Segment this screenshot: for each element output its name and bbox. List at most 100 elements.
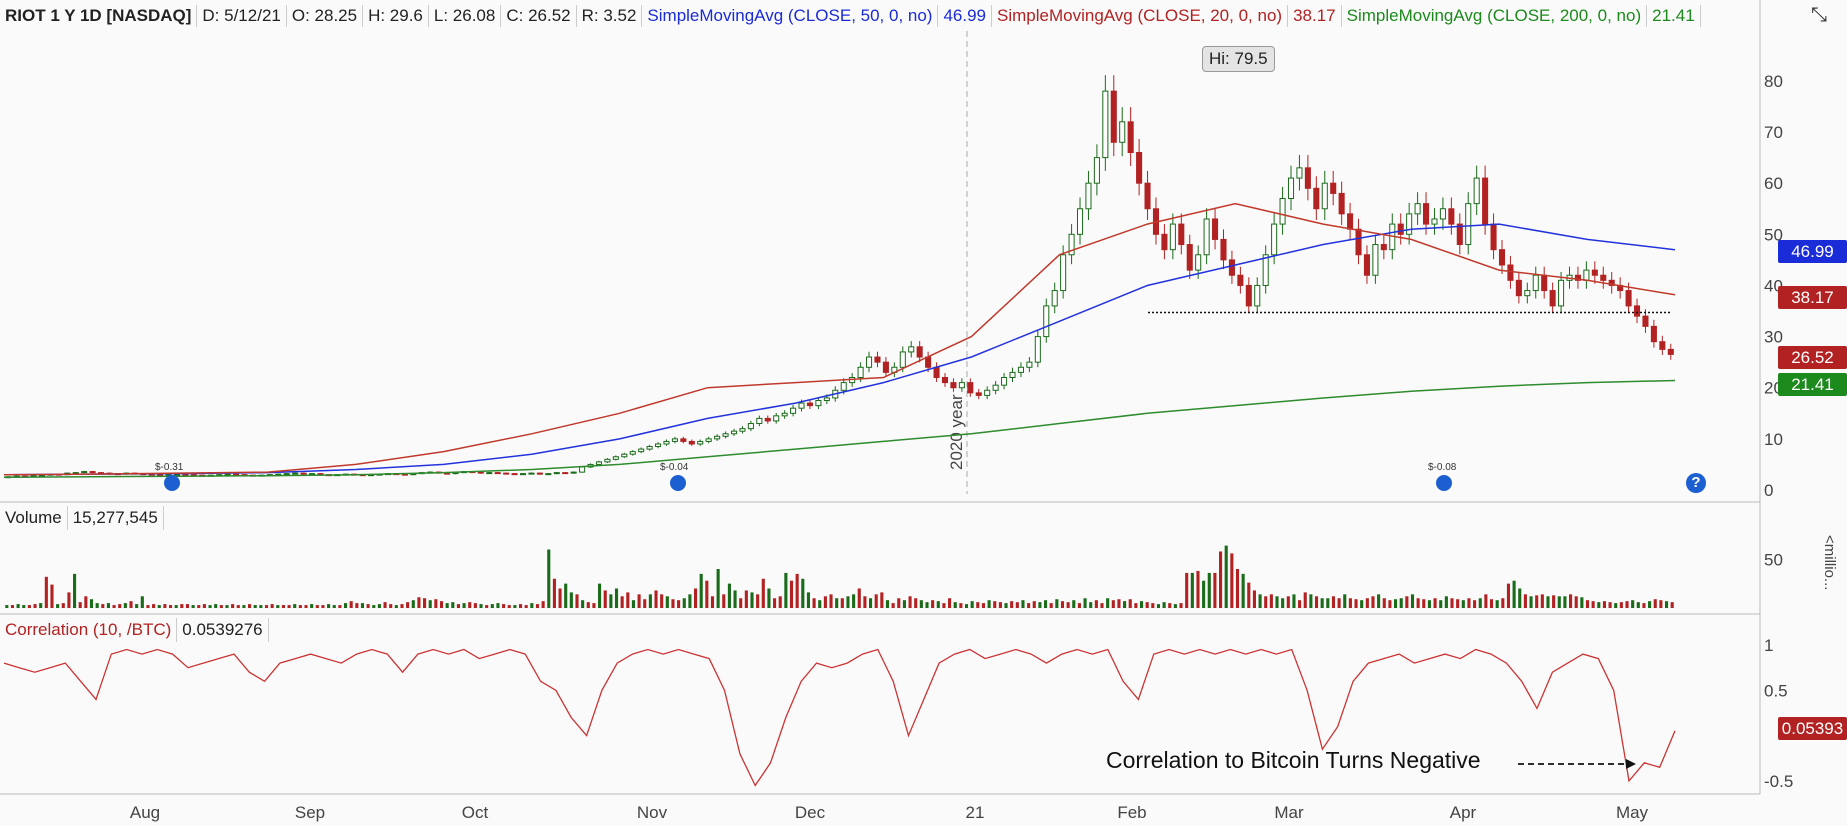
candle-body — [1465, 203, 1472, 246]
volume-bar — [366, 604, 370, 608]
sma20-study-label[interactable]: SimpleMovingAvg (CLOSE, 20, 0, no) — [992, 4, 1289, 27]
volume-bar — [1077, 603, 1081, 608]
candle-body — [553, 472, 560, 475]
volume-bar — [1439, 600, 1443, 608]
sma50-study-label[interactable]: SimpleMovingAvg (CLOSE, 50, 0, no) — [642, 4, 939, 27]
volume-bar — [716, 569, 720, 608]
volume-bar — [902, 600, 906, 608]
candle-body — [764, 417, 771, 422]
volume-bar — [1072, 600, 1076, 608]
volume-bar — [829, 594, 833, 608]
volume-bar — [1585, 600, 1590, 608]
candle-body — [730, 430, 738, 435]
collapse-icon[interactable]: ⤡ — [1811, 4, 1827, 26]
candle-body — [1195, 254, 1202, 271]
candle-body — [1237, 274, 1244, 286]
x-axis-label: Oct — [462, 803, 489, 822]
candle-body — [1119, 121, 1126, 143]
correlation-study-label[interactable]: Correlation (10, /BTC) — [0, 618, 178, 642]
volume-bar — [1597, 602, 1601, 608]
correlation-axis-label: 1 — [1764, 636, 1773, 655]
volume-study-label[interactable]: Volume — [0, 506, 68, 530]
volume-bar — [270, 604, 274, 608]
volume-bar — [1433, 598, 1437, 608]
candle-body — [857, 366, 864, 379]
candle-body — [1212, 218, 1219, 240]
volume-bar — [846, 596, 850, 608]
volume-bar — [1405, 596, 1409, 608]
volume-bar — [970, 601, 974, 608]
volume-bar — [609, 594, 613, 608]
candle-body — [1608, 279, 1615, 286]
volume-bar — [1489, 599, 1494, 608]
dividend-marker — [1436, 475, 1452, 491]
volume-bar — [1331, 596, 1336, 608]
x-axis-label: Feb — [1117, 803, 1146, 822]
volume-bar — [1602, 601, 1606, 608]
volume-bar — [665, 596, 669, 608]
candle-body — [1034, 336, 1041, 363]
volume-bar — [1275, 596, 1279, 608]
year-marker-label: 2020 year — [947, 394, 966, 470]
volume-bar — [1354, 599, 1358, 608]
volume-bar — [942, 603, 946, 608]
x-axis-label: Nov — [637, 803, 668, 822]
volume-bar — [1382, 598, 1386, 608]
candle-body — [638, 448, 645, 453]
candle-body — [1001, 377, 1008, 386]
volume-bar — [10, 605, 15, 608]
volume-bar — [1388, 600, 1392, 608]
candle-body — [688, 440, 695, 445]
candle-body — [671, 438, 678, 442]
volume-bar — [778, 596, 782, 608]
volume-bar — [1456, 599, 1460, 608]
candle-body — [866, 356, 873, 368]
volume-bar — [1371, 596, 1375, 608]
volume-bar — [727, 583, 731, 608]
volume-bar — [1557, 596, 1561, 608]
volume-bar — [479, 604, 483, 608]
candle-body — [1498, 249, 1506, 266]
sma200-study-label[interactable]: SimpleMovingAvg (CLOSE, 200, 0, no) — [1342, 4, 1648, 27]
correlation-legend: Correlation (10, /BTC) 0.0539276 — [0, 618, 269, 642]
volume-legend: Volume 15,277,545 — [0, 506, 164, 530]
volume-bar — [1038, 602, 1042, 608]
volume-bar — [118, 604, 122, 608]
symbol-label[interactable]: RIOT 1 Y 1D [NASDAQ] — [0, 4, 198, 27]
candle-body — [925, 356, 932, 368]
volume-bar — [1202, 580, 1206, 608]
candle-body — [1220, 238, 1227, 261]
volume-bar — [1151, 603, 1155, 608]
volume-bar — [857, 588, 861, 608]
candle-body — [528, 472, 535, 475]
price-axis-label: 80 — [1764, 72, 1783, 91]
price-axis-label: 0 — [1764, 481, 1773, 500]
volume-bar — [1083, 598, 1087, 608]
candle-body — [1600, 274, 1607, 281]
volume-bar — [513, 605, 517, 608]
volume-bar — [1156, 604, 1161, 608]
candle-body — [494, 472, 501, 475]
volume-bar — [1269, 594, 1273, 608]
volume-bar — [643, 599, 647, 608]
volume-bar — [490, 604, 494, 608]
volume-bar — [1608, 602, 1612, 608]
candle-body — [916, 346, 923, 358]
volume-bar — [1467, 598, 1471, 608]
volume-bar — [1664, 601, 1669, 608]
candle-body — [705, 438, 712, 442]
candle-body — [1423, 203, 1430, 225]
candle-body — [1161, 233, 1168, 251]
volume-bar — [33, 604, 37, 608]
volume-bar — [1043, 600, 1048, 608]
candle-body — [1591, 269, 1598, 276]
volume-bar — [1574, 596, 1578, 608]
sma20-price-tag: 38.17 — [1778, 286, 1847, 309]
candle-body — [1541, 274, 1548, 292]
candle-body — [1321, 182, 1328, 210]
volume-bar — [264, 605, 269, 608]
volume-bar — [1060, 601, 1065, 608]
candle-body — [1642, 315, 1649, 327]
help-icon[interactable]: ? — [1686, 473, 1706, 493]
